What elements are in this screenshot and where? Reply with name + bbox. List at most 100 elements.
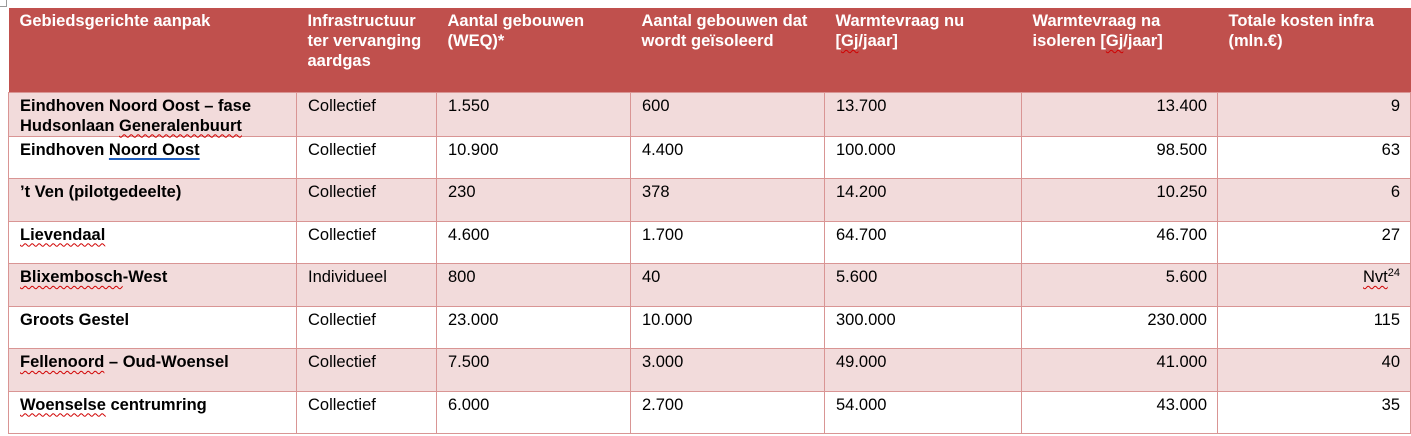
cell-kosten: 40 (1217, 348, 1411, 392)
table-row: Eindhoven Noord Oost Collectief 10.900 4… (8, 135, 1411, 179)
header-totale-kosten: Totale kosten infra (mln.€) (1217, 8, 1411, 92)
cell-text: Eindhoven (20, 140, 109, 159)
cell-gebouwen: 4.600 (436, 220, 631, 264)
footnote-ref: 24 (1387, 267, 1400, 279)
header-aantal-gebouwen: Aantal gebouwen (WEQ)* (436, 8, 631, 92)
cell-infra: Collectief (296, 135, 437, 179)
cell-text: 115 (1373, 310, 1400, 329)
cell-warmte-na: 10.250 (1021, 178, 1218, 222)
cell-text: Nvt (1363, 268, 1388, 286)
table-row: Eindhoven Noord Oost – fase Hudsonlaan G… (8, 91, 1411, 137)
header-warmtevraag-nu: Warmtevraag nu [Gj/jaar] (824, 8, 1022, 92)
cell-gebouwen: 23.000 (436, 305, 631, 349)
cell-geisoleerd: 378 (630, 178, 825, 222)
cell-gebied: ’t Ven (pilotgedeelte) (8, 178, 297, 222)
cell-gebied: Woenselse centrumring (8, 390, 297, 434)
cell-infra: Individueel (296, 263, 437, 307)
cell-warmte-na: 46.700 (1021, 220, 1218, 264)
cell-gebied: Groots Gestel (8, 305, 297, 349)
cell-kosten: 27 (1217, 220, 1411, 264)
cell-gebouwen: 1.550 (436, 91, 631, 137)
cell-text: Generalenbuurt (119, 116, 242, 135)
cell-gebouwen: 230 (436, 178, 631, 222)
cell-gebied: Eindhoven Noord Oost – fase Hudsonlaan G… (8, 91, 297, 137)
cell-text: Noord Oost (108, 140, 200, 159)
cell-text: centrumring (105, 395, 207, 414)
cell-warmte-nu: 54.000 (824, 390, 1022, 434)
cell-text: 6 (1390, 183, 1400, 201)
cell-kosten: 115 (1217, 305, 1411, 349)
cell-gebied: Lievendaal (8, 220, 297, 264)
table-row: ’t Ven (pilotgedeelte) Collectief 230 37… (8, 178, 1411, 222)
table-row: Lievendaal Collectief 4.600 1.700 64.700… (8, 220, 1411, 264)
cell-warmte-na: 13.400 (1021, 91, 1218, 137)
cell-text: 40 (1381, 353, 1400, 371)
cell-geisoleerd: 1.700 (630, 220, 825, 264)
cell-text: Eindhoven Noord Oost – fase Hudsonlaan (20, 96, 252, 135)
cell-infra: Collectief (296, 91, 437, 137)
cell-gebouwen: 10.900 (436, 135, 631, 179)
cell-gebouwen: 800 (436, 263, 631, 307)
cell-kosten: 63 (1217, 135, 1411, 179)
header-unit: Gj (841, 32, 859, 50)
header-infrastructuur: Infrastructuur ter vervanging aardgas (296, 8, 437, 92)
cell-warmte-nu: 100.000 (824, 135, 1022, 179)
cell-text: – Oud-Woensel (104, 353, 229, 371)
cell-text: Groots Gestel (20, 310, 130, 329)
table-row: Fellenoord – Oud-Woensel Collectief 7.50… (8, 348, 1411, 392)
document-corner-mark (0, 0, 7, 7)
cell-gebied: Fellenoord – Oud-Woensel (8, 348, 297, 392)
cell-geisoleerd: 10.000 (630, 305, 825, 349)
cell-infra: Collectief (296, 348, 437, 392)
cell-text: 27 (1381, 225, 1400, 244)
cell-gebied: Blixembosch-West (8, 263, 297, 307)
cell-warmte-na: 41.000 (1021, 348, 1218, 392)
cell-geisoleerd: 2.700 (630, 390, 825, 434)
cell-warmte-na: 5.600 (1021, 263, 1218, 307)
header-text: Warmtevraag nu [ (835, 12, 965, 50)
cell-geisoleerd: 4.400 (630, 135, 825, 179)
cell-warmte-na: 230.000 (1021, 305, 1218, 349)
cell-text: Woenselse (20, 395, 106, 414)
cell-kosten: 6 (1217, 178, 1411, 222)
table-row: Blixembosch-West Individueel 800 40 5.60… (8, 263, 1411, 307)
header-unit: Gj (1105, 32, 1124, 50)
cell-text: Blixembosch (20, 268, 123, 286)
cell-text: Lievendaal (20, 225, 106, 244)
cell-warmte-nu: 300.000 (824, 305, 1022, 349)
gebiedsgerichte-aanpak-table: Gebiedsgerichte aanpak Infrastructuur te… (8, 8, 1411, 434)
cell-geisoleerd: 600 (630, 91, 825, 137)
cell-kosten: 9 (1217, 91, 1411, 137)
cell-gebied: Eindhoven Noord Oost (8, 135, 297, 179)
cell-infra: Collectief (296, 305, 437, 349)
cell-gebouwen: 6.000 (436, 390, 631, 434)
header-text: Warmtevraag na isoleren [ (1032, 12, 1161, 50)
cell-text: 35 (1381, 395, 1400, 414)
cell-warmte-nu: 5.600 (824, 263, 1022, 307)
cell-kosten: Nvt24 (1217, 263, 1411, 307)
cell-warmte-nu: 14.200 (824, 178, 1022, 222)
cell-text: 63 (1381, 140, 1400, 159)
cell-infra: Collectief (296, 390, 437, 434)
table-header-row: Gebiedsgerichte aanpak Infrastructuur te… (8, 8, 1411, 92)
header-aantal-geisoleerd: Aantal gebouwen dat wordt geïsoleerd (630, 8, 825, 92)
cell-warmte-na: 98.500 (1021, 135, 1218, 179)
header-text: /jaar] (1123, 32, 1163, 50)
cell-geisoleerd: 3.000 (630, 348, 825, 392)
cell-text: ’t Ven (pilotgedeelte) (20, 183, 182, 201)
cell-geisoleerd: 40 (630, 263, 825, 307)
header-text: /jaar] (858, 32, 898, 50)
table-row: Woenselse centrumring Collectief 6.000 2… (8, 390, 1411, 434)
cell-infra: Collectief (296, 220, 437, 264)
cell-text: 9 (1390, 96, 1400, 115)
table-row: Groots Gestel Collectief 23.000 10.000 3… (8, 305, 1411, 349)
cell-kosten: 35 (1217, 390, 1411, 434)
cell-warmte-nu: 13.700 (824, 91, 1022, 137)
cell-warmte-na: 43.000 (1021, 390, 1218, 434)
cell-gebouwen: 7.500 (436, 348, 631, 392)
header-warmtevraag-na: Warmtevraag na isoleren [Gj/jaar] (1021, 8, 1218, 92)
cell-text: Fellenoord (20, 353, 105, 371)
cell-text: -West (122, 268, 168, 286)
cell-warmte-nu: 64.700 (824, 220, 1022, 264)
header-gebiedsgerichte-aanpak: Gebiedsgerichte aanpak (8, 8, 297, 92)
